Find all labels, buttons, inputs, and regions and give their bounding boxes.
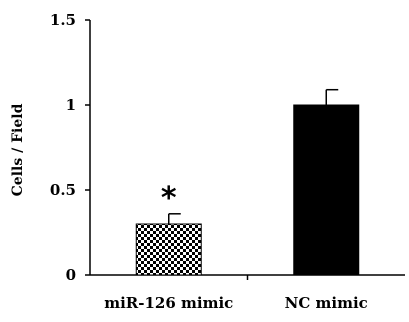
bars bbox=[135, 88, 360, 276]
y-axis: 0 0.5 1 1.5 bbox=[50, 11, 91, 284]
y-tick-label: 0.5 bbox=[50, 181, 76, 199]
y-tick-label: 1 bbox=[66, 96, 76, 114]
bar bbox=[135, 223, 202, 276]
y-axis-title: Cells / Field bbox=[10, 103, 26, 196]
y-tick-label: 1.5 bbox=[50, 11, 76, 29]
bar bbox=[293, 104, 360, 276]
annotations: * bbox=[161, 181, 177, 216]
x-tick-label: NC mimic bbox=[285, 294, 368, 312]
x-tick-label: miR-126 mimic bbox=[104, 294, 233, 312]
y-tick-label: 0 bbox=[66, 266, 76, 284]
significance-marker: * bbox=[161, 181, 177, 216]
x-axis: miR-126 mimic NC mimic bbox=[90, 274, 405, 312]
